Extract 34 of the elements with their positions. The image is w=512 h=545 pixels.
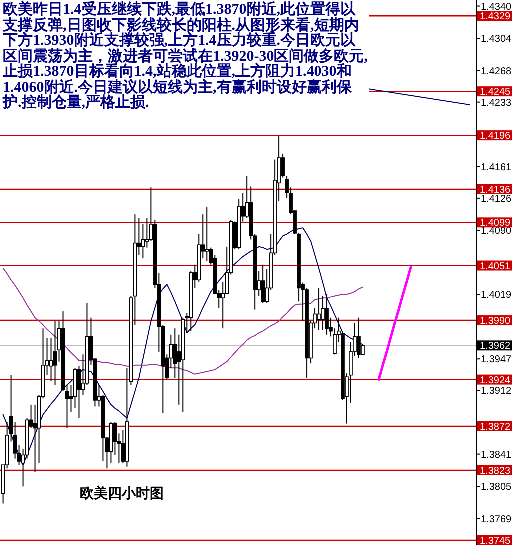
ref-line-label: 1.3823: [480, 466, 512, 477]
ref-line-label: 1.4245: [480, 87, 512, 98]
y-tick-label: 1.4233: [481, 98, 512, 109]
ref-line-label: 1.3745: [480, 536, 512, 545]
candlestick: [205, 206, 210, 262]
candlestick: [53, 320, 58, 386]
ref-line-label: 1.3872: [480, 422, 512, 433]
candlestick: [357, 317, 361, 359]
y-tick-label: 1.3841: [481, 450, 512, 461]
y-tick-label: 1.4304: [481, 34, 512, 46]
ref-line-label: 1.4136: [480, 184, 512, 196]
y-tick-label: 1.3805: [481, 482, 512, 494]
annotation: 欧美昨日1.4受压继续下跌,最低1.3870附近,此位置得以支撑反弹,日图收下影线较长的阳柱.从图形来看,短期内下方1.3930附近支撑较强,上方1.4压力较重.今日欧元以区间震荡为主，激进者可尝试在1.3920-30区间做多欧元,止损1.3870目标看向1.4,站稳此位置,上方阻力1.4030和1.4060附近.今日建议以短线为主,有赢利时设好赢利保护.控制仓量,严格止损.: [0, 0, 369, 112]
ref-line-label: 1.4329: [480, 12, 512, 23]
text: 欧美四小时图: [80, 485, 164, 502]
candlestick: [325, 294, 329, 336]
y-tick-label: 1.3947: [481, 354, 512, 366]
line-series: [2, 228, 364, 466]
y-tick-label: 1.4268: [481, 66, 512, 78]
y-tick-label: 1.4161: [481, 162, 512, 174]
y-tick-label: 1.3912: [481, 386, 512, 398]
candlestick: [317, 288, 321, 331]
ref-line-label: 1.3924: [480, 375, 512, 386]
y-tick-label: 1.4019: [481, 290, 512, 301]
ref-line-label: 1.4196: [480, 131, 512, 142]
y-tick-label: 1.3769: [481, 514, 512, 526]
y-tick-label: 1.4126: [481, 194, 512, 205]
candlestick: [261, 264, 265, 304]
line-series: [378, 266, 412, 382]
ref-line-label: 1.3962: [480, 341, 512, 352]
ref-line-label: 1.4051: [480, 261, 512, 272]
y-tick-label: 1.4340: [481, 2, 512, 13]
ref-line-label: 1.3990: [480, 316, 512, 328]
candlestick: [49, 338, 54, 382]
